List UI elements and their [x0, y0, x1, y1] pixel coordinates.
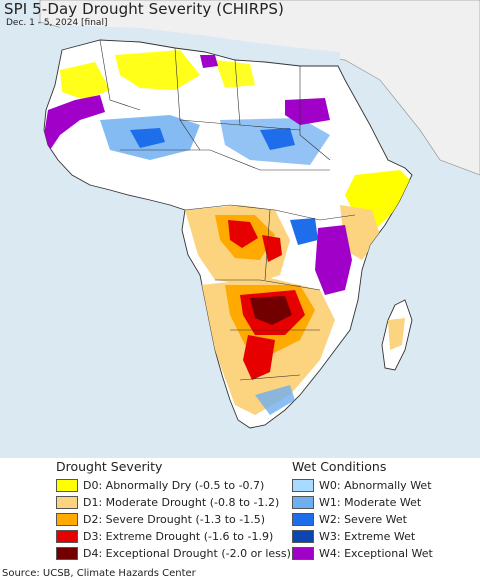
red-sea — [338, 64, 395, 162]
legend-item-d4: D4: Exceptional Drought (-2.0 or less) — [56, 545, 291, 562]
legend: Drought Severity D0: Abnormally Dry (-0.… — [0, 458, 480, 562]
source-credit: Source: UCSB, Climate Hazards Center — [2, 568, 196, 579]
severity-overlay — [44, 50, 410, 415]
map-subtitle: Dec. 1 - 5, 2024 [final] — [6, 18, 108, 28]
legend-item-d0: D0: Abnormally Dry (-0.5 to -0.7) — [56, 477, 291, 494]
legend-label-w3: W3: Extreme Wet — [319, 530, 416, 543]
country-borders — [99, 39, 356, 381]
legend-label-w1: W1: Moderate Wet — [319, 496, 422, 509]
drought-legend-title: Drought Severity — [56, 459, 163, 474]
swatch-w1 — [292, 496, 314, 509]
legend-label-w4: W4: Exceptional Wet — [319, 547, 433, 560]
mediterranean-sea — [60, 25, 340, 62]
legend-label-d0: D0: Abnormally Dry (-0.5 to -0.7) — [83, 479, 265, 492]
wet-legend: Wet Conditions W0: Abnormally Wet W1: Mo… — [292, 458, 433, 562]
map-title: SPI 5-Day Drought Severity (CHIRPS) — [4, 0, 284, 18]
swatch-d0 — [56, 479, 78, 492]
legend-label-d3: D3: Extreme Drought (-1.6 to -1.9) — [83, 530, 274, 543]
legend-item-w2: W2: Severe Wet — [292, 511, 433, 528]
legend-label-w2: W2: Severe Wet — [319, 513, 407, 526]
drought-legend: Drought Severity D0: Abnormally Dry (-0.… — [56, 458, 291, 562]
legend-item-w1: W1: Moderate Wet — [292, 494, 433, 511]
legend-item-d1: D1: Moderate Drought (-0.8 to -1.2) — [56, 494, 291, 511]
legend-label-w0: W0: Abnormally Wet — [319, 479, 432, 492]
swatch-d3 — [56, 530, 78, 543]
swatch-d4 — [56, 547, 78, 560]
swatch-w3 — [292, 530, 314, 543]
legend-label-d4: D4: Exceptional Drought (-2.0 or less) — [83, 547, 291, 560]
swatch-w4 — [292, 547, 314, 560]
legend-item-d2: D2: Severe Drought (-1.3 to -1.5) — [56, 511, 291, 528]
legend-label-d1: D1: Moderate Drought (-0.8 to -1.2) — [83, 496, 280, 509]
swatch-d1 — [56, 496, 78, 509]
legend-label-d2: D2: Severe Drought (-1.3 to -1.5) — [83, 513, 266, 526]
legend-item-d3: D3: Extreme Drought (-1.6 to -1.9) — [56, 528, 291, 545]
drought-map — [0, 0, 480, 458]
legend-item-w0: W0: Abnormally Wet — [292, 477, 433, 494]
wet-legend-title: Wet Conditions — [292, 459, 387, 474]
map-canvas — [39, 0, 480, 429]
swatch-d2 — [56, 513, 78, 526]
swatch-w2 — [292, 513, 314, 526]
legend-item-w3: W3: Extreme Wet — [292, 528, 433, 545]
legend-item-w4: W4: Exceptional Wet — [292, 545, 433, 562]
swatch-w0 — [292, 479, 314, 492]
